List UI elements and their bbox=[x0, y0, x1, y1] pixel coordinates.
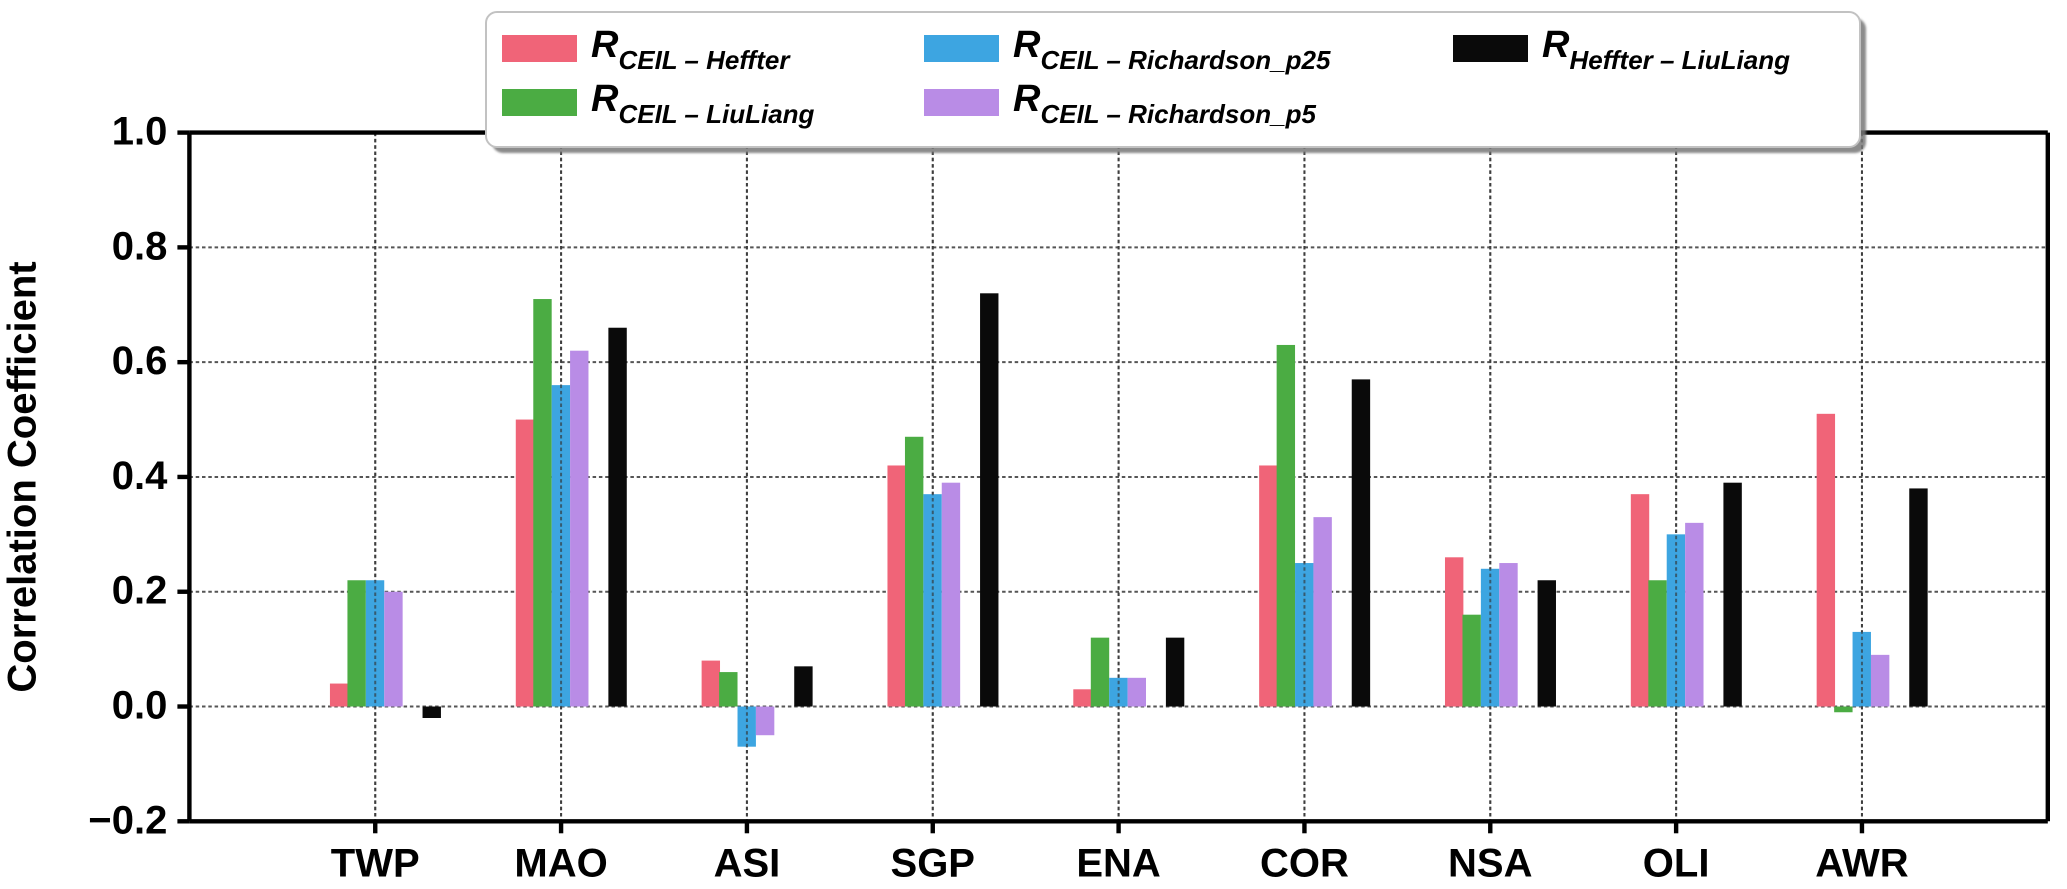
svg-text:0.8: 0.8 bbox=[112, 224, 168, 268]
svg-text:0.2: 0.2 bbox=[112, 569, 168, 613]
svg-text:MAO: MAO bbox=[514, 841, 607, 885]
svg-text:COR: COR bbox=[1260, 841, 1349, 885]
svg-text:−0.2: −0.2 bbox=[88, 798, 167, 842]
svg-text:0.6: 0.6 bbox=[112, 339, 168, 383]
svg-text:ENA: ENA bbox=[1076, 841, 1160, 885]
svg-text:SGP: SGP bbox=[891, 841, 975, 885]
svg-text:NSA: NSA bbox=[1448, 841, 1532, 885]
svg-text:OLI: OLI bbox=[1643, 841, 1710, 885]
svg-text:0.4: 0.4 bbox=[112, 454, 168, 498]
svg-text:TWP: TWP bbox=[331, 841, 420, 885]
svg-text:1.0: 1.0 bbox=[112, 110, 168, 154]
svg-text:AWR: AWR bbox=[1815, 841, 1908, 885]
svg-text:ASI: ASI bbox=[714, 841, 781, 885]
svg-text:0.0: 0.0 bbox=[112, 684, 168, 728]
